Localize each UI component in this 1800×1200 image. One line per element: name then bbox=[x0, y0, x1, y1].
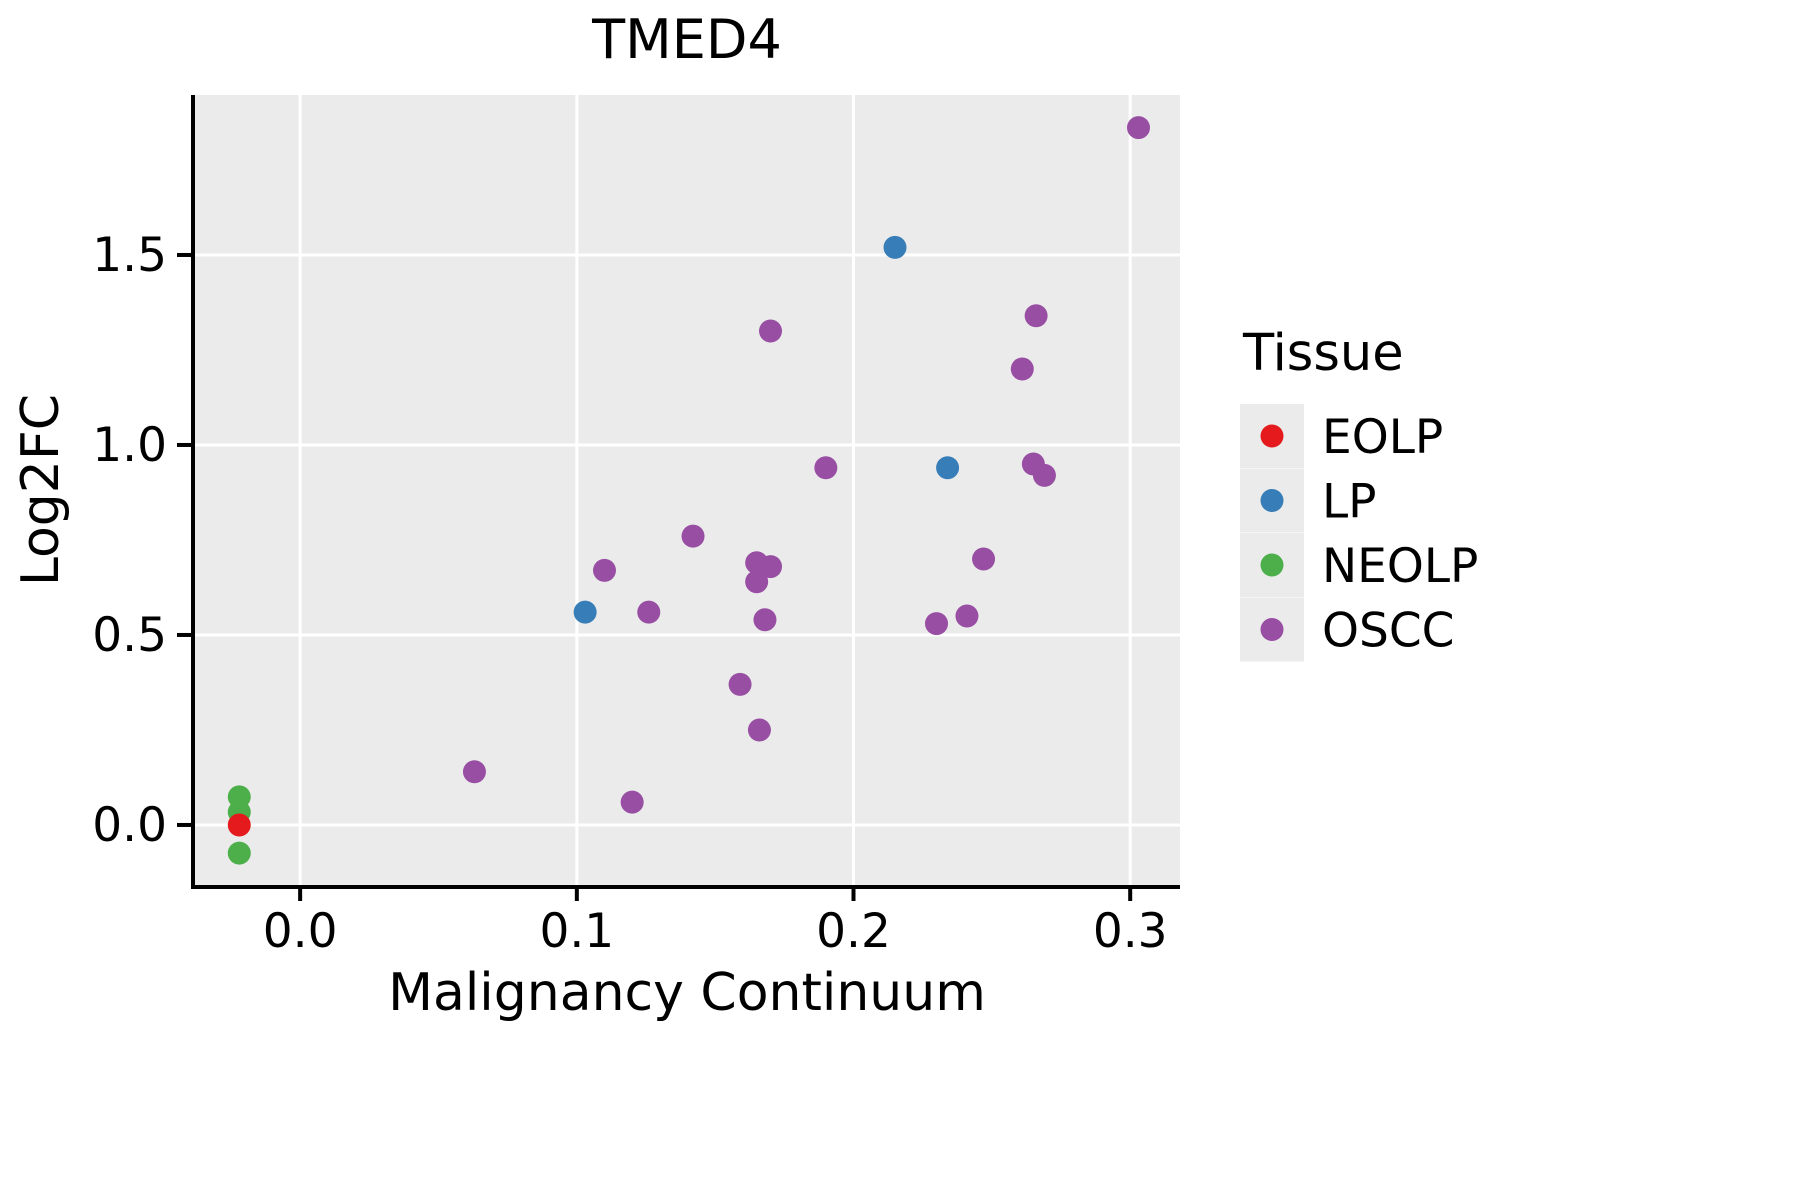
legend: EOLP LP NEOLP OSCC bbox=[1240, 404, 1478, 662]
data-point-OSCC bbox=[1032, 463, 1056, 487]
data-point-OSCC bbox=[637, 600, 661, 624]
legend-label-OSCC: OSCC bbox=[1322, 604, 1454, 659]
data-point-OSCC bbox=[759, 555, 783, 579]
x-tick-label: 0.3 bbox=[1093, 904, 1168, 959]
legend-dot-NEOLP bbox=[1260, 553, 1284, 577]
y-tick-label: 1.5 bbox=[92, 228, 167, 283]
data-point-OSCC bbox=[1010, 357, 1034, 381]
y-tick-label: 1.0 bbox=[92, 418, 167, 473]
data-point-OSCC bbox=[462, 760, 486, 784]
data-point-NEOLP bbox=[227, 841, 251, 865]
legend-dot-EOLP bbox=[1260, 424, 1284, 448]
data-point-OSCC bbox=[925, 612, 949, 636]
legend-item-EOLP: EOLP bbox=[1240, 404, 1443, 468]
data-points bbox=[227, 116, 1150, 865]
data-point-OSCC bbox=[1024, 304, 1048, 328]
y-tick-label: 0.0 bbox=[92, 798, 167, 853]
data-point-OSCC bbox=[681, 524, 705, 548]
data-point-OSCC bbox=[753, 608, 777, 632]
legend-item-OSCC: OSCC bbox=[1240, 597, 1454, 662]
x-tick-label: 0.1 bbox=[539, 904, 614, 959]
plot-panel bbox=[195, 95, 1180, 885]
data-point-LP bbox=[936, 456, 960, 480]
x-tick-label: 0.0 bbox=[263, 904, 338, 959]
y-axis-title: Log2FC bbox=[11, 394, 71, 586]
data-point-EOLP bbox=[227, 813, 251, 837]
legend-label-LP: LP bbox=[1322, 475, 1377, 530]
data-point-OSCC bbox=[972, 547, 996, 571]
legend-label-NEOLP: NEOLP bbox=[1322, 539, 1478, 594]
data-point-OSCC bbox=[747, 718, 771, 742]
legend-dot-OSCC bbox=[1260, 618, 1284, 641]
chart-title: TMED4 bbox=[591, 8, 782, 71]
legend-label-EOLP: EOLP bbox=[1322, 410, 1443, 465]
data-point-OSCC bbox=[592, 558, 616, 582]
legend-item-LP: LP bbox=[1240, 468, 1377, 533]
axis-ticks bbox=[177, 252, 1133, 901]
data-point-OSCC bbox=[1126, 116, 1150, 140]
data-point-LP bbox=[573, 600, 597, 624]
data-point-OSCC bbox=[620, 790, 644, 814]
data-point-OSCC bbox=[955, 604, 979, 628]
gridlines bbox=[195, 95, 1180, 885]
x-axis-title: Malignancy Continuum bbox=[388, 963, 986, 1023]
y-tick-label: 0.5 bbox=[92, 608, 167, 663]
legend-title: Tissue bbox=[1242, 324, 1404, 383]
x-tick-label: 0.2 bbox=[816, 904, 891, 959]
data-point-OSCC bbox=[728, 672, 752, 696]
legend-item-NEOLP: NEOLP bbox=[1240, 533, 1478, 597]
data-point-OSCC bbox=[759, 319, 783, 343]
data-point-LP bbox=[883, 235, 907, 259]
data-point-OSCC bbox=[745, 570, 769, 594]
data-point-OSCC bbox=[814, 456, 838, 480]
axis-tick-labels: 0.0 0.1 0.2 0.3 0.0 0.5 1.0 1.5 bbox=[92, 228, 1167, 959]
legend-dot-LP bbox=[1260, 489, 1284, 512]
